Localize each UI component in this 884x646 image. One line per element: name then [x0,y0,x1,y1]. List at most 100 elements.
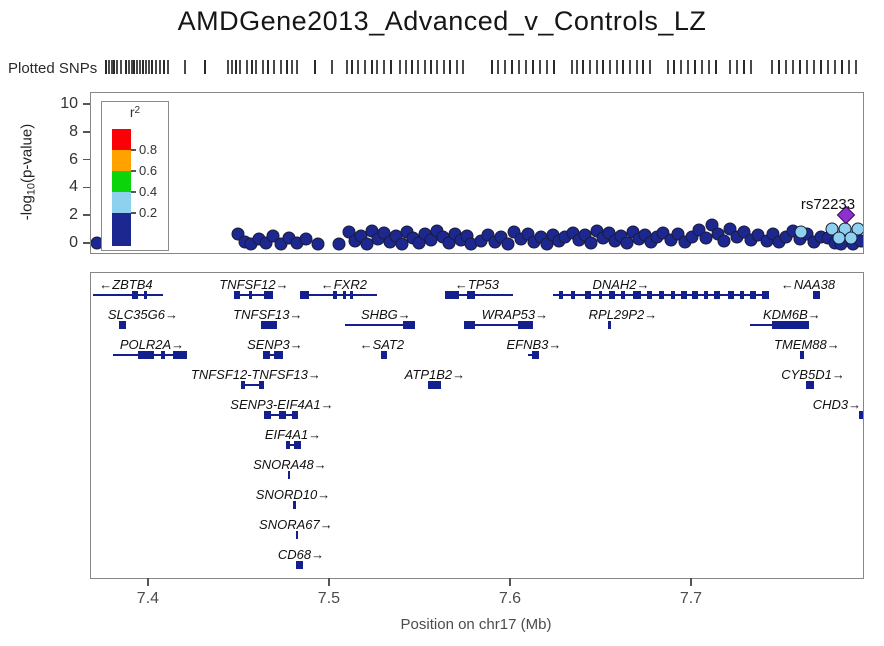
plotted-snps-label: Plotted SNPs [8,60,98,77]
snp-point [395,237,409,251]
snp-rug-tick [601,60,604,74]
y-axis-title: -log10(p-value) [19,124,38,220]
snp-rug-tick [254,60,257,74]
snp-rug-tick [245,60,248,74]
gene-label: KDM6B→ [762,307,821,322]
gene-exon [258,381,264,389]
gene-exon [812,291,820,299]
gene-label: SNORA67→ [259,517,333,532]
r2-legend: r2 0.8 0.6 0.4 0.2 [101,101,169,251]
y-tick-label: 6 [69,150,78,168]
snp-rug-tick [496,60,499,74]
gene-line [463,324,534,326]
gene-exon [278,411,286,419]
y-axis-title-prefix: -log [18,195,36,221]
snp-point [584,236,598,250]
x-tick-mark [147,578,149,586]
snp-rug-tick [291,60,293,74]
y-tick-label: 4 [69,178,78,196]
gene-exon [680,291,687,299]
snp-rug-tick [847,60,850,74]
snp-rug-tick [524,60,527,74]
gene-line [233,294,273,296]
snp-rug-tick [350,60,353,74]
snp-rug-tick [313,60,316,74]
gene-exon [805,381,814,389]
gene-label: ATP1B2→ [404,367,466,382]
snp-rug-tick [679,60,682,74]
snp-point [699,231,713,245]
legend-color-block [112,171,131,192]
legend-tick-mark [131,191,136,193]
gene-label: TMEM88→ [774,337,840,352]
snp-rug-tick [628,60,631,74]
snp-rug-tick [571,60,574,74]
gene-label: TNFSF12→ [219,277,289,292]
snp-rug-tick [834,60,837,74]
gene-label: EFNB3→ [506,337,562,352]
gene-line [92,294,164,296]
snp-rug-tick [162,60,165,74]
gene-exon [771,321,809,329]
gene-exon [800,351,804,359]
page-title: AMDGene2013_Advanced_v_Controls_LZ [177,6,707,36]
gene-label: POLR2A→ [119,337,185,352]
y-tick-mark [83,158,90,161]
snp-rug-tick [552,60,555,74]
snp-rug-tick [203,60,206,74]
gene-track-panel: ←ZBTB4 TNFSF12→ ←FXR2 ←TP53 DNAH2→ ←NAA38 SLC3… [90,272,864,579]
snp-rug-tick [166,60,169,74]
snp-rug-tick [154,60,157,74]
gene-exon [233,291,240,299]
gene-exon [750,291,757,299]
gene-exon [444,291,459,299]
gene-label: CHD3→ [812,397,862,412]
gene-exon [620,291,625,299]
gene-line [299,294,377,296]
snp-rug-tick [531,60,534,74]
snp-rug-tick [510,60,513,74]
gene-line [285,444,301,446]
x-tick-mark [509,578,511,586]
snp-rug-tick [686,60,689,74]
gene-exon [608,291,615,299]
snp-rug-tick [234,60,237,74]
gene-label: ←SAT2 [359,337,405,352]
gene-exon [273,351,283,359]
y-tick-mark [83,186,90,189]
gene-label: SNORD10→ [255,487,331,502]
snp-rug-tick [641,60,644,74]
y-tick-label: 8 [69,122,78,140]
gene-exon [558,291,563,299]
gene-label: CYB5D1→ [781,367,845,382]
gene-exon [295,531,299,539]
gene-exon [161,351,166,359]
snp-rug-tick [141,60,144,74]
snp-rug-tick [491,60,494,74]
snp-rug-tick [251,60,253,74]
gene-label: RPL29P2→ [588,307,658,322]
snp-rug-tick [112,60,115,74]
snp-rug-tick [238,60,241,74]
snp-rug-tick [798,60,801,74]
snp-rug-tick [700,60,703,74]
snp-rug-tick [621,60,624,74]
snp-rug-tick [138,60,141,74]
gene-exon [427,381,441,389]
snp-rug-tick [826,60,829,74]
gene-exon [299,291,309,299]
snp-rug-tick [538,60,541,74]
snp-point [717,234,731,248]
legend-tick-mark [131,212,136,214]
snp-rug-tick [411,60,413,74]
snp-rug-tick [735,60,738,74]
snp-rug-tick [784,60,787,74]
gene-label: WRAP53→ [481,307,549,322]
gene-exon [728,291,735,299]
snp-rug-tick [371,60,373,74]
y-tick-label: 10 [60,95,78,112]
snp-rug-tick [230,60,233,74]
snp-rug-tick [666,60,669,74]
gene-exon [714,291,721,299]
